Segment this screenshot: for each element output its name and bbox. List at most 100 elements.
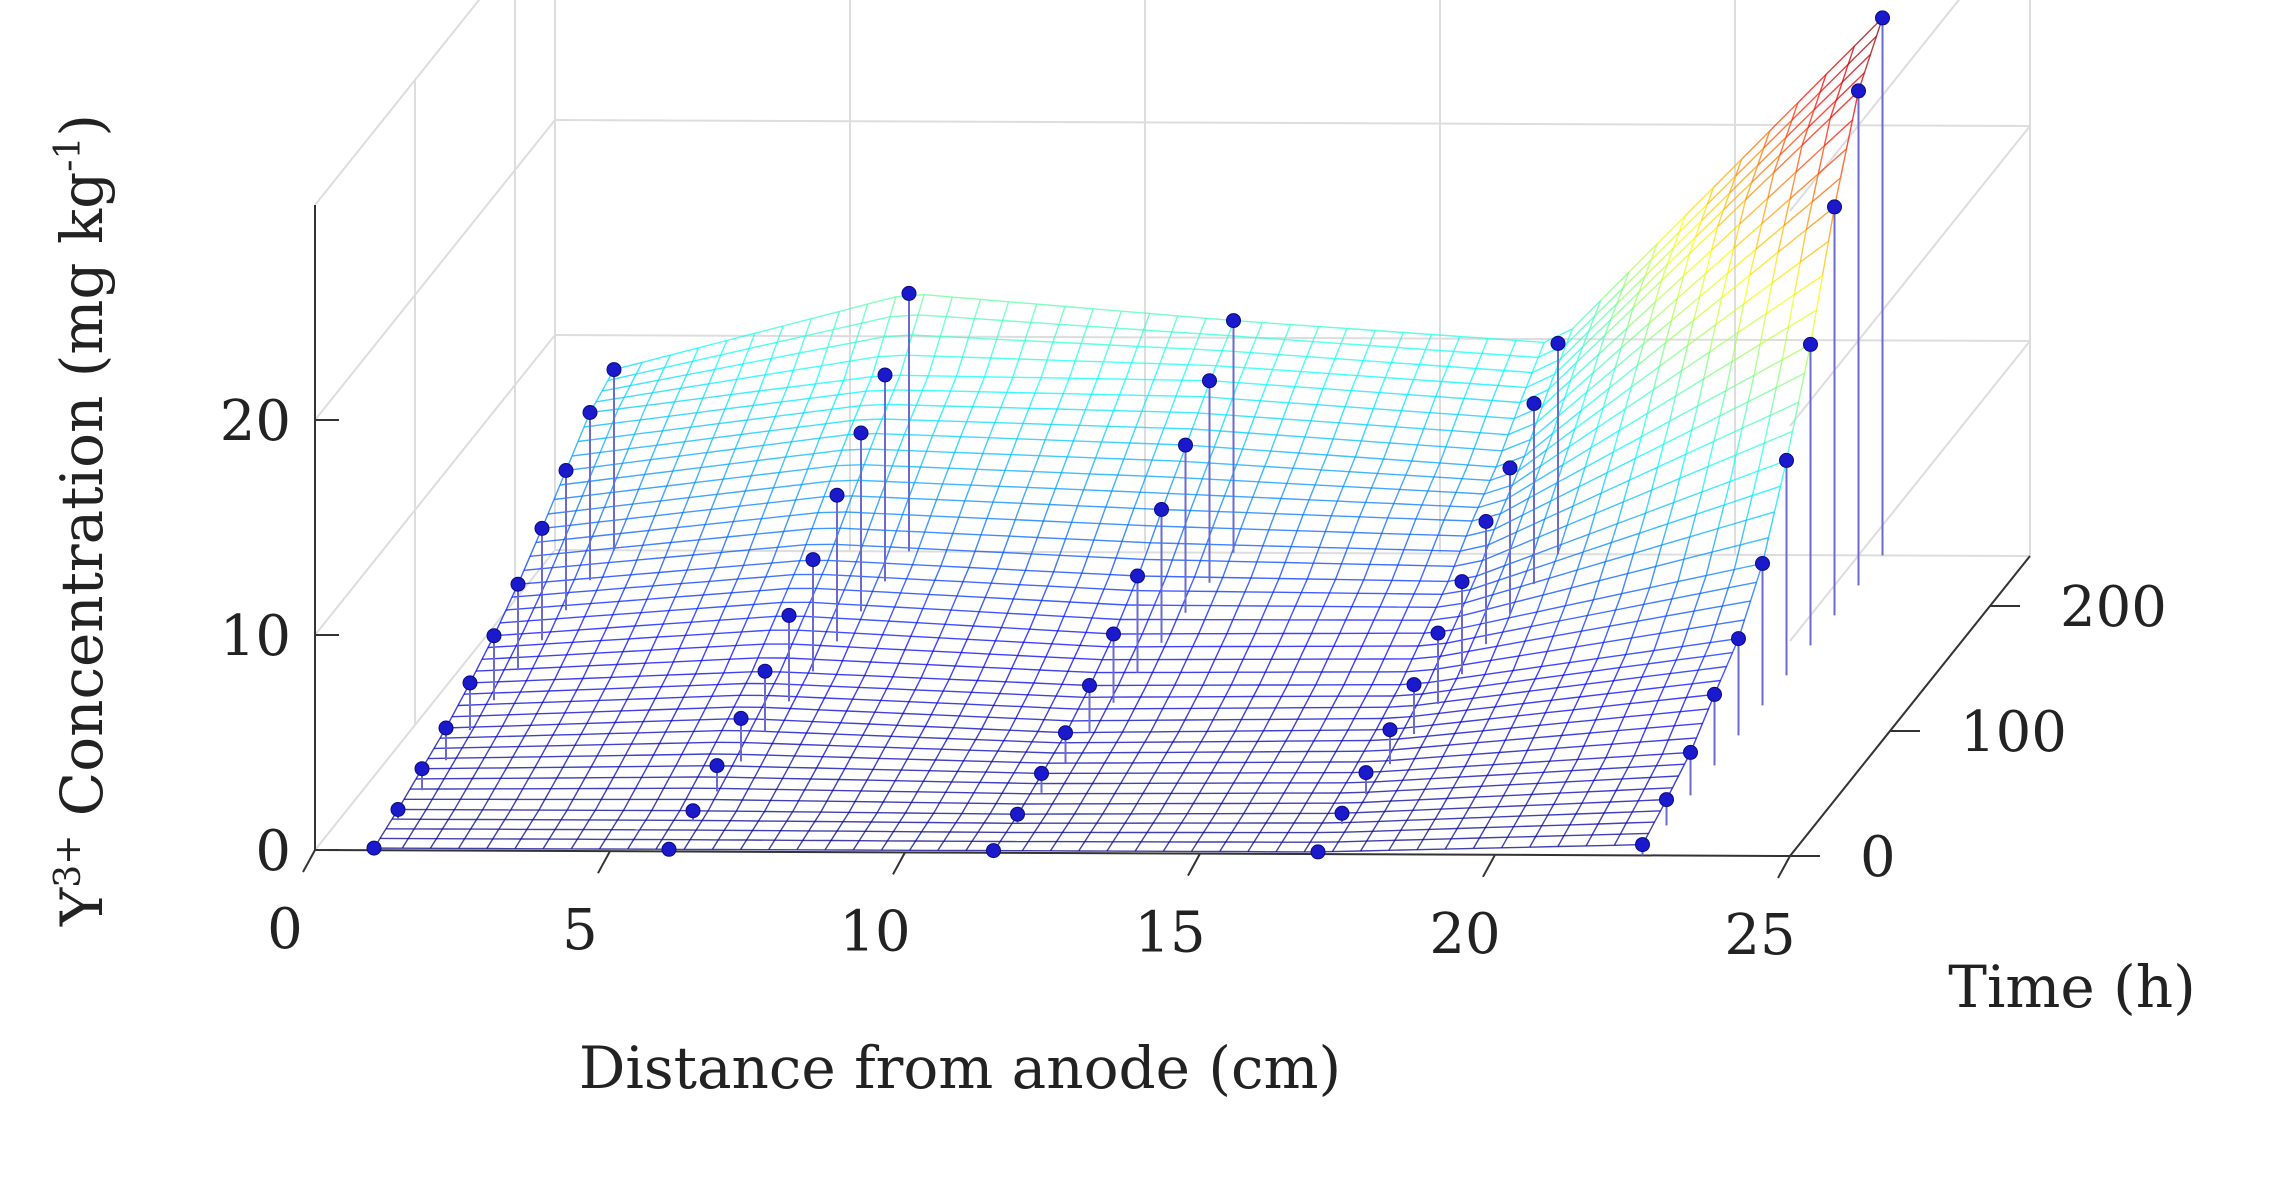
surface-line bbox=[822, 756, 851, 759]
surface-line bbox=[519, 680, 528, 693]
surface-line bbox=[499, 620, 529, 624]
surface-line bbox=[1666, 248, 1674, 265]
surface-line bbox=[955, 665, 984, 668]
surface-line bbox=[1482, 548, 1511, 562]
surface-line bbox=[1598, 335, 1606, 355]
surface-line bbox=[899, 354, 907, 376]
surface-line bbox=[993, 704, 1022, 708]
surface-line bbox=[1356, 810, 1385, 814]
surface-line bbox=[1535, 835, 1564, 838]
surface-line bbox=[1247, 416, 1256, 434]
data-point bbox=[805, 552, 821, 568]
surface-line bbox=[571, 629, 580, 643]
surface-line bbox=[1337, 500, 1366, 504]
surface-line bbox=[1240, 528, 1269, 531]
surface-line bbox=[1266, 384, 1295, 388]
surface-line bbox=[1512, 465, 1541, 486]
surface-line bbox=[1401, 410, 1430, 414]
surface-line bbox=[908, 701, 938, 704]
surface-line bbox=[1298, 452, 1328, 456]
surface-line bbox=[1575, 812, 1605, 815]
surface-line bbox=[1123, 659, 1131, 673]
surface-line bbox=[1671, 775, 1680, 789]
surface-line bbox=[1823, 119, 1853, 147]
surface-line bbox=[1099, 708, 1107, 721]
surface-line bbox=[1172, 731, 1180, 743]
surface-line bbox=[1664, 683, 1693, 688]
surface-line bbox=[1655, 753, 1663, 767]
surface-line bbox=[1407, 758, 1416, 771]
surface-line bbox=[778, 456, 787, 473]
surface-line bbox=[938, 637, 968, 640]
surface-line bbox=[987, 716, 1016, 720]
surface-line bbox=[1511, 724, 1540, 729]
surface-line bbox=[1635, 676, 1643, 691]
surface-line bbox=[1539, 449, 1548, 467]
surface-line bbox=[833, 722, 842, 735]
surface-line bbox=[642, 354, 671, 364]
surface-line bbox=[449, 757, 457, 769]
surface-line bbox=[1703, 361, 1733, 380]
surface-line bbox=[1174, 476, 1203, 480]
surface-line bbox=[699, 718, 728, 721]
surface-line bbox=[588, 663, 617, 667]
surface-line bbox=[964, 484, 972, 502]
surface-line bbox=[407, 828, 415, 839]
surface-line bbox=[770, 341, 778, 359]
surface-line bbox=[1555, 745, 1584, 749]
surface-line bbox=[643, 720, 672, 723]
surface-line bbox=[632, 500, 661, 505]
surface-line bbox=[1125, 590, 1133, 606]
surface-line bbox=[796, 696, 825, 699]
surface-line bbox=[535, 538, 565, 544]
surface-line bbox=[820, 347, 829, 367]
surface-line bbox=[1169, 395, 1177, 413]
surface-line bbox=[1366, 830, 1374, 842]
surface-line bbox=[1109, 742, 1118, 754]
surface-line bbox=[1617, 727, 1647, 732]
surface-line bbox=[1193, 333, 1201, 350]
surface-line bbox=[471, 767, 480, 779]
surface-line bbox=[720, 340, 728, 356]
surface-line bbox=[756, 445, 764, 461]
surface-line bbox=[832, 779, 840, 791]
surface-line bbox=[550, 629, 579, 633]
surface-line bbox=[1594, 501, 1624, 515]
surface-line bbox=[1731, 332, 1739, 362]
surface-line bbox=[774, 830, 782, 841]
surface-line bbox=[1737, 313, 1767, 334]
surface-line bbox=[1414, 755, 1443, 760]
surface-line bbox=[1461, 464, 1469, 479]
surface-line bbox=[922, 594, 930, 609]
surface-line bbox=[1051, 793, 1059, 805]
surface-line bbox=[1260, 605, 1268, 621]
surface-line bbox=[712, 433, 742, 439]
surface-line bbox=[1581, 625, 1610, 632]
surface-line bbox=[1701, 466, 1709, 493]
surface-line bbox=[781, 397, 810, 403]
surface-line bbox=[962, 356, 991, 359]
surface-line bbox=[1027, 682, 1035, 696]
surface-line bbox=[741, 430, 770, 436]
surface-line bbox=[1081, 342, 1110, 346]
surface-line bbox=[1628, 243, 1658, 273]
surface-line bbox=[670, 708, 679, 722]
surface-line bbox=[1510, 715, 1518, 729]
surface-line bbox=[1372, 392, 1380, 409]
surface-line bbox=[1787, 294, 1795, 328]
surface-line bbox=[663, 354, 672, 369]
surface-line bbox=[970, 680, 979, 693]
surface-line bbox=[634, 430, 663, 435]
surface-line bbox=[1590, 429, 1620, 449]
surface-line bbox=[844, 757, 852, 770]
surface-line bbox=[1095, 457, 1124, 460]
surface-line bbox=[628, 636, 658, 640]
surface-line bbox=[729, 645, 737, 660]
surface-line bbox=[1061, 472, 1090, 475]
surface-line bbox=[1302, 499, 1310, 515]
surface-line bbox=[1560, 722, 1569, 736]
surface-line bbox=[967, 638, 996, 642]
surface-line bbox=[1034, 600, 1043, 616]
surface-line bbox=[1059, 554, 1088, 558]
surface-line bbox=[1480, 775, 1488, 787]
